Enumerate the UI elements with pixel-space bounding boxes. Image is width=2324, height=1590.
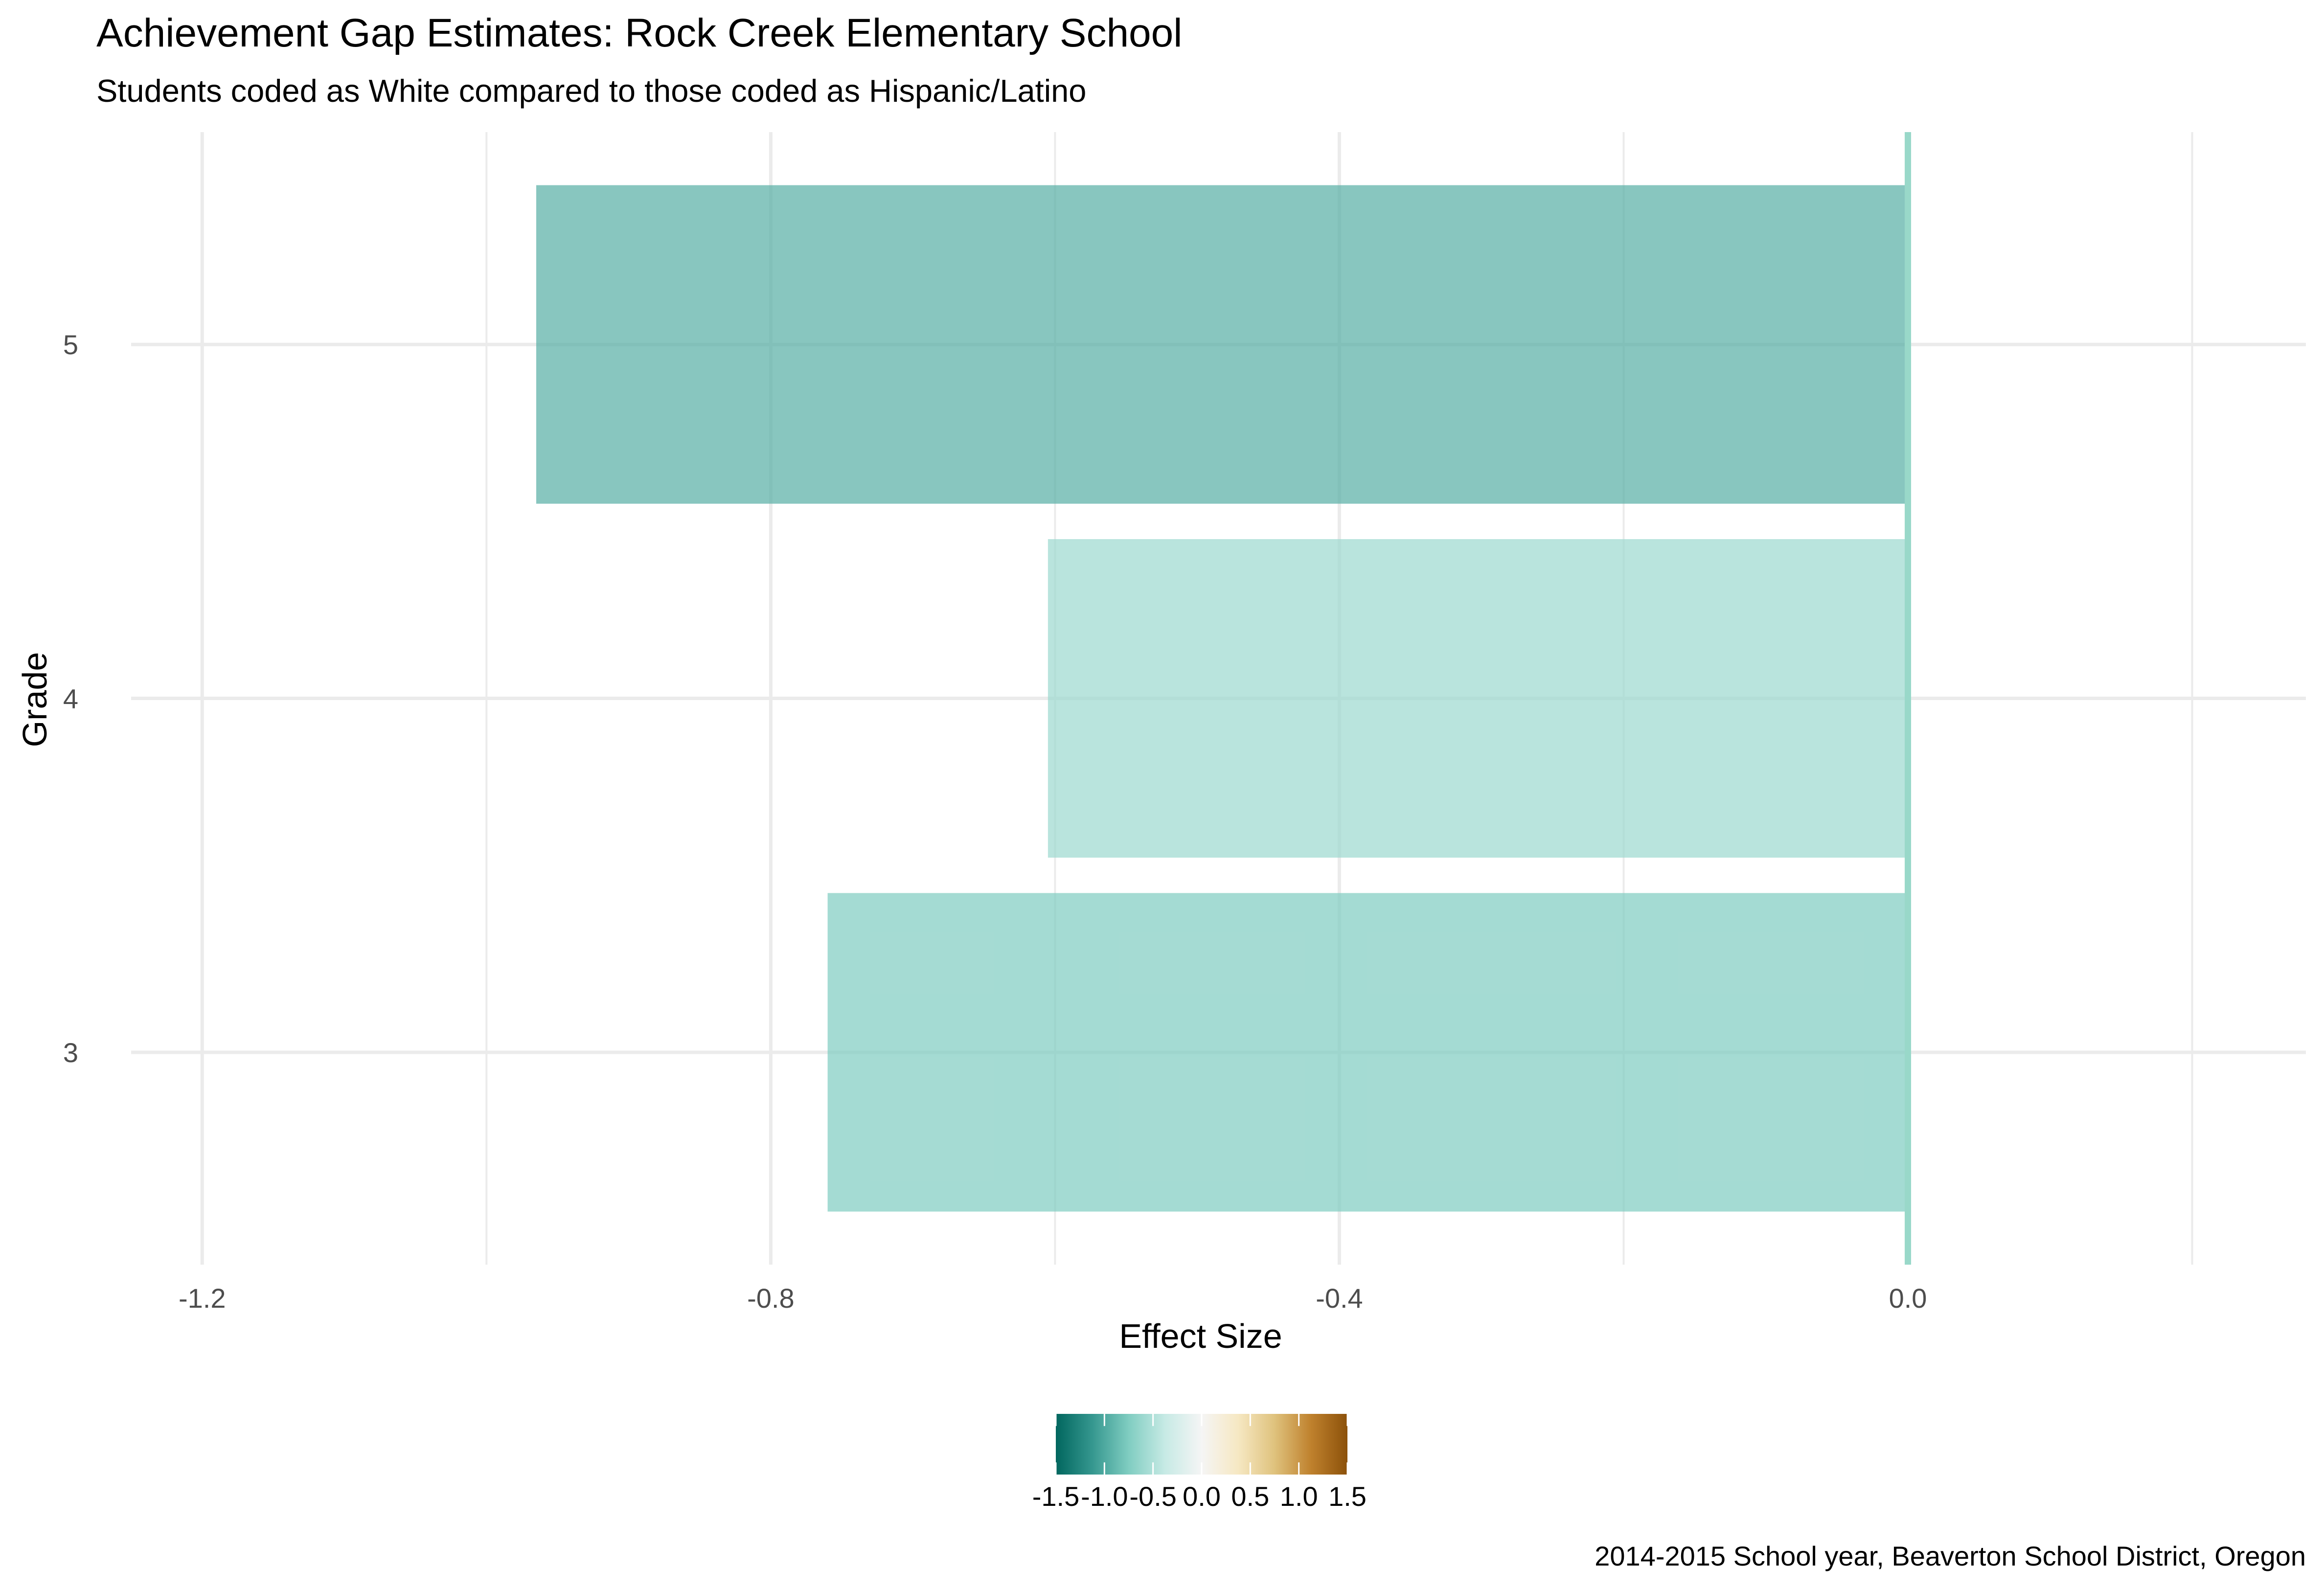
- x-tick-label: -1.2: [179, 1283, 226, 1314]
- bar-grade-4: [1048, 539, 1908, 858]
- chart-caption: 2014-2015 School year, Beaverton School …: [1595, 1541, 2306, 1571]
- legend-tick-label: 1.5: [1328, 1481, 1367, 1512]
- legend-ticks: -1.5 -1.0 -0.5 0.0 0.5 1.0 1.5: [1032, 1414, 1367, 1512]
- bars: [536, 185, 1908, 1212]
- y-tick-label: 4: [63, 683, 78, 714]
- chart-title: Achievement Gap Estimates: Rock Creek El…: [96, 11, 1183, 55]
- color-legend: -1.5 -1.0 -0.5 0.0 0.5 1.0 1.5: [1032, 1414, 1367, 1512]
- legend-tick-label: -0.5: [1129, 1481, 1177, 1512]
- chart-subtitle: Students coded as White compared to thos…: [96, 73, 1086, 109]
- legend-tick-label: 0.0: [1183, 1481, 1221, 1512]
- bar-grade-3: [827, 893, 1908, 1212]
- legend-tick-label: -1.0: [1081, 1481, 1128, 1512]
- y-axis-ticks: 3 4 5: [63, 329, 78, 1068]
- legend-tick-label: 1.0: [1280, 1481, 1318, 1512]
- legend-tick-label: 0.5: [1231, 1481, 1269, 1512]
- y-tick-label: 5: [63, 329, 78, 360]
- x-tick-label: -0.4: [1316, 1283, 1363, 1314]
- x-tick-label: 0.0: [1889, 1283, 1927, 1314]
- bar-grade-5: [536, 185, 1908, 504]
- plot-area: [131, 132, 2306, 1265]
- y-axis-title: Grade: [16, 652, 54, 748]
- x-axis-title: Effect Size: [1119, 1317, 1282, 1355]
- x-axis-ticks: -1.2 -0.8 -0.4 0.0: [179, 1283, 1927, 1314]
- y-tick-label: 3: [63, 1037, 78, 1068]
- legend-tick-label: -1.5: [1032, 1481, 1080, 1512]
- x-tick-label: -0.8: [747, 1283, 795, 1314]
